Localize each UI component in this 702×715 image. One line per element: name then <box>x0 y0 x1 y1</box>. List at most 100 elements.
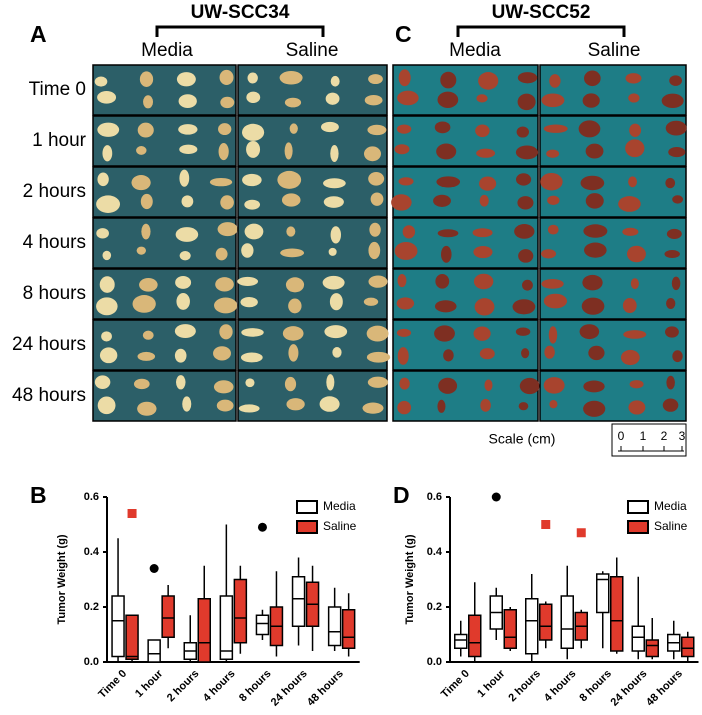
tumor <box>96 297 118 316</box>
tumor <box>367 376 389 388</box>
cell-line: UW-SCC34 <box>191 2 290 23</box>
y-axis-label: Tumor Weight (g) <box>56 534 68 624</box>
tumor <box>325 92 340 105</box>
tumor <box>517 196 534 210</box>
tumor <box>583 380 605 393</box>
tumor <box>580 175 605 191</box>
tumor <box>435 274 450 289</box>
x-tick-label: 48 hours <box>644 668 685 709</box>
tumor <box>366 351 391 363</box>
tumor <box>136 146 147 155</box>
photo <box>539 268 687 320</box>
tumor <box>369 222 381 237</box>
tumor <box>247 72 258 84</box>
tumor <box>515 145 539 160</box>
tumor <box>479 176 497 191</box>
legend-swatch <box>296 500 318 514</box>
tumor <box>364 95 383 106</box>
tumor <box>137 122 154 138</box>
tumor <box>133 378 150 390</box>
tumor <box>319 396 340 412</box>
photo <box>92 64 237 116</box>
box <box>125 614 139 660</box>
box <box>610 576 624 652</box>
x-tick-label: 8 hours <box>237 668 274 705</box>
tumor <box>97 90 117 104</box>
tumor <box>399 377 410 390</box>
tumor <box>582 274 603 291</box>
box <box>147 639 161 663</box>
tumor <box>665 177 676 189</box>
column-label: Saline <box>588 40 641 61</box>
row-label: 48 hours <box>12 385 86 406</box>
tumor <box>521 348 530 359</box>
photo <box>237 166 388 218</box>
tumor <box>244 223 264 240</box>
tumor <box>622 227 639 236</box>
tumor <box>544 345 555 359</box>
photo <box>237 115 388 167</box>
tumor <box>330 226 342 244</box>
tumor <box>215 277 234 292</box>
tumor <box>669 75 683 86</box>
tumor <box>398 69 411 87</box>
tumor <box>242 173 262 187</box>
tumor <box>220 96 235 109</box>
y-tick-label: 0.0 <box>427 656 442 668</box>
outlier <box>576 528 586 538</box>
tumor <box>618 196 641 212</box>
tumor <box>479 194 489 207</box>
y-tick-label: 0.4 <box>84 546 100 558</box>
tumor <box>178 124 198 135</box>
tumor <box>140 193 153 210</box>
tumor <box>240 352 263 363</box>
tumor <box>628 176 637 188</box>
photo-panels <box>92 64 687 422</box>
legend-label: Media <box>323 499 356 513</box>
tumor <box>672 195 684 204</box>
tumor <box>284 376 297 392</box>
tumor <box>321 121 339 133</box>
legend-label: Media <box>654 499 687 513</box>
tumor <box>436 143 457 160</box>
tumor <box>474 298 495 316</box>
tumor <box>284 97 302 108</box>
tumor <box>543 124 568 133</box>
tumor <box>281 193 301 207</box>
scale-tick-label: 3 <box>679 429 686 443</box>
tumor <box>284 142 293 160</box>
tumor <box>324 325 348 339</box>
tumor <box>174 348 187 363</box>
box <box>197 598 211 663</box>
box <box>233 578 248 644</box>
tumor <box>437 399 446 413</box>
scale-tick-label: 2 <box>661 429 668 443</box>
tumor <box>396 328 412 337</box>
photo <box>392 115 539 167</box>
tumor <box>137 401 157 416</box>
x-tick-label: 48 hours <box>305 668 346 709</box>
tumor <box>241 243 254 258</box>
tumor <box>584 70 601 87</box>
tumor <box>473 273 494 290</box>
tumor <box>433 194 451 207</box>
photo <box>92 370 237 422</box>
outlier <box>149 564 159 573</box>
legend-swatch <box>627 500 649 514</box>
tumor <box>620 349 640 366</box>
tumor <box>396 124 412 134</box>
tumor <box>176 293 190 310</box>
tumor <box>484 379 493 391</box>
y-tick-label: 0.2 <box>427 601 442 613</box>
photo <box>237 319 388 371</box>
x-tick-label: 24 hours <box>269 668 310 709</box>
tumor <box>397 90 419 106</box>
tumor <box>218 142 229 161</box>
tumor <box>543 293 568 309</box>
legend-swatch <box>627 520 649 534</box>
outlier <box>491 492 501 502</box>
column-label: Media <box>141 40 193 61</box>
tumor <box>246 140 261 158</box>
tumor <box>397 273 407 288</box>
